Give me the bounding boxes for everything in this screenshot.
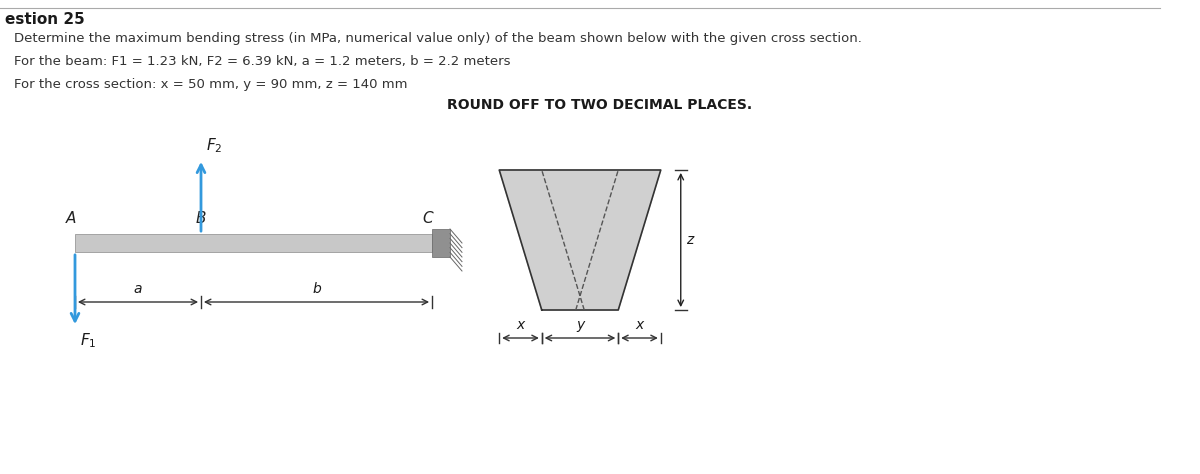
- Bar: [432, 229, 450, 257]
- Text: C: C: [422, 211, 433, 226]
- Text: y: y: [576, 318, 584, 332]
- Text: b: b: [312, 282, 320, 296]
- Text: a: a: [133, 282, 143, 296]
- Text: z: z: [685, 233, 694, 247]
- Text: A: A: [66, 211, 76, 226]
- Text: x: x: [635, 318, 643, 332]
- Polygon shape: [499, 170, 661, 310]
- Text: For the beam: F1 = 1.23 kN, F2 = 6.39 kN, a = 1.2 meters, b = 2.2 meters: For the beam: F1 = 1.23 kN, F2 = 6.39 kN…: [14, 55, 510, 68]
- Text: $F_1$: $F_1$: [80, 331, 96, 350]
- Text: $F_2$: $F_2$: [206, 137, 222, 155]
- Text: B: B: [196, 211, 206, 226]
- Text: ROUND OFF TO TWO DECIMAL PLACES.: ROUND OFF TO TWO DECIMAL PLACES.: [448, 98, 752, 112]
- Text: x: x: [516, 318, 524, 332]
- Text: estion 25: estion 25: [5, 12, 85, 27]
- Text: For the cross section: x = 50 mm, y = 90 mm, z = 140 mm: For the cross section: x = 50 mm, y = 90…: [14, 78, 408, 91]
- Text: Determine the maximum bending stress (in MPa, numerical value only) of the beam : Determine the maximum bending stress (in…: [14, 32, 862, 45]
- Bar: [74, 234, 432, 252]
